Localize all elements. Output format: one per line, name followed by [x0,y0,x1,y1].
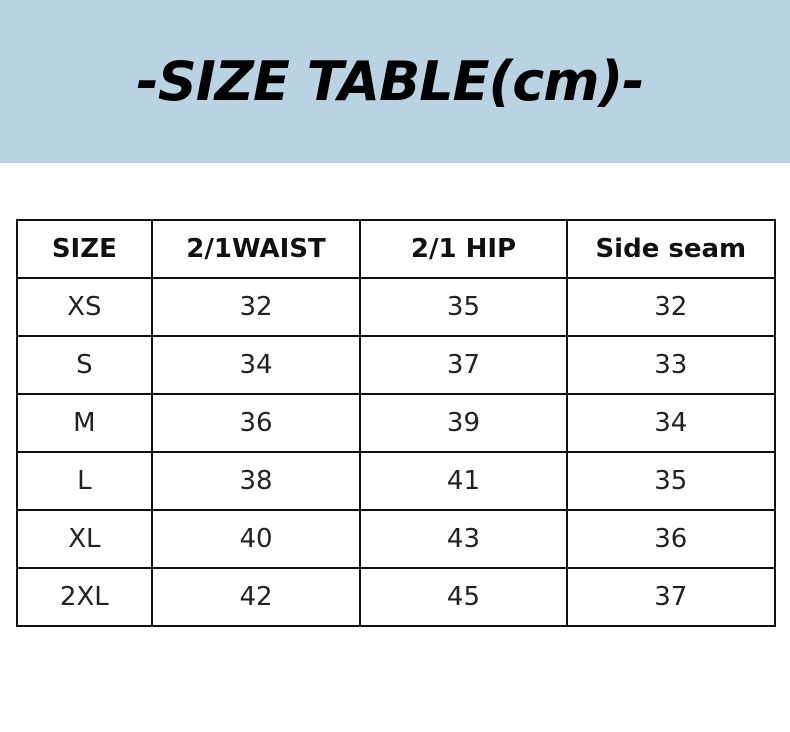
header-side-seam: Side seam [565,219,777,279]
table-row: XL 40 43 36 [16,509,777,569]
title-banner: -SIZE TABLE(cm)- [0,0,790,163]
table-row: S 34 37 33 [16,335,777,395]
table-row: L 38 41 35 [16,451,777,511]
hip-cell: 45 [359,567,568,627]
size-cell: L [16,451,153,511]
side-seam-cell: 33 [565,335,777,395]
table-row: M 36 39 34 [16,393,777,453]
header-hip: 2/1 HIP [359,219,568,279]
hip-cell: 41 [359,451,568,511]
page-title: -SIZE TABLE(cm)- [136,50,644,113]
waist-cell: 40 [150,509,362,569]
waist-cell: 38 [150,451,362,511]
size-cell: 2XL [16,567,153,627]
size-table: SIZE 2/1WAIST 2/1 HIP Side seam XS 32 35 32… [16,219,777,627]
waist-cell: 36 [150,393,362,453]
waist-cell: 32 [150,277,362,337]
hip-cell: 35 [359,277,568,337]
hip-cell: 43 [359,509,568,569]
header-size: SIZE [16,219,153,279]
side-seam-cell: 36 [565,509,777,569]
hip-cell: 39 [359,393,568,453]
side-seam-cell: 34 [565,393,777,453]
waist-cell: 42 [150,567,362,627]
table-row: 2XL 42 45 37 [16,567,777,627]
size-cell: S [16,335,153,395]
header-waist: 2/1WAIST [150,219,362,279]
size-cell: XS [16,277,153,337]
hip-cell: 37 [359,335,568,395]
side-seam-cell: 32 [565,277,777,337]
size-cell: M [16,393,153,453]
waist-cell: 34 [150,335,362,395]
table-header-row: SIZE 2/1WAIST 2/1 HIP Side seam [16,219,777,279]
side-seam-cell: 35 [565,451,777,511]
side-seam-cell: 37 [565,567,777,627]
size-cell: XL [16,509,153,569]
table-row: XS 32 35 32 [16,277,777,337]
